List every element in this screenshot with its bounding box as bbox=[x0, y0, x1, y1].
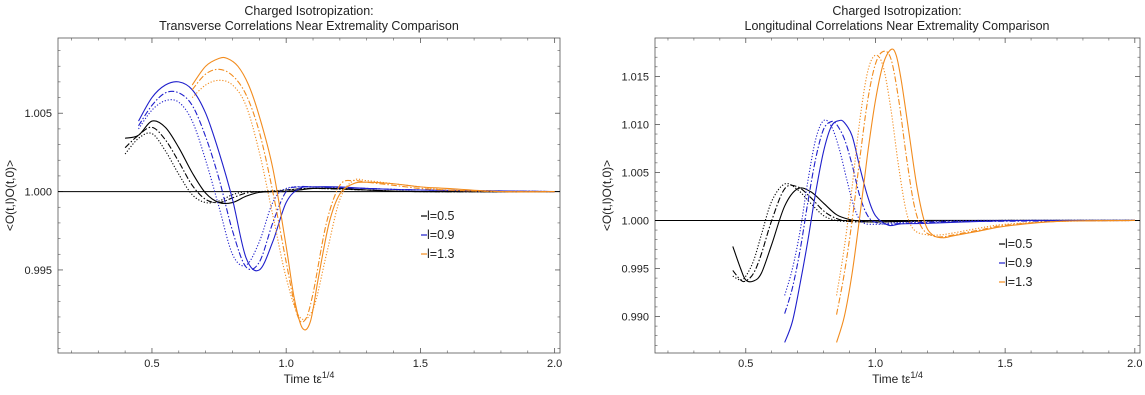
x-axis-label: Time tε1/4 bbox=[872, 370, 923, 386]
series-line-6 bbox=[138, 99, 555, 267]
chart-title: Charged Isotropization: bbox=[244, 4, 373, 18]
x-tick-label: 0.5 bbox=[144, 358, 159, 370]
series-line-7 bbox=[836, 48, 1135, 343]
y-tick-label: 1.000 bbox=[24, 187, 52, 199]
series-line-2 bbox=[124, 126, 555, 204]
y-tick-label: 1.005 bbox=[621, 167, 649, 179]
series-line-2 bbox=[732, 184, 1135, 283]
x-axis-label: Time tε1/4 bbox=[284, 370, 335, 386]
y-tick-label: 1.015 bbox=[621, 71, 649, 83]
legend-label: l=1.3 bbox=[427, 247, 455, 261]
series-line-7 bbox=[191, 56, 555, 331]
series-line-9 bbox=[191, 79, 555, 321]
plot-frame bbox=[654, 37, 1141, 354]
series-line-5 bbox=[784, 120, 1135, 314]
series-line-9 bbox=[836, 54, 1135, 296]
chart-subtitle: Transverse Correlations Near Extremality… bbox=[159, 19, 459, 33]
plot-frame bbox=[57, 37, 561, 354]
y-tick-label: 0.995 bbox=[621, 263, 649, 275]
chart-panel-2: Charged Isotropization:Longitudinal Corr… bbox=[600, 4, 1142, 386]
y-tick-label: 1.000 bbox=[621, 215, 649, 227]
y-axis-label: <O(t,l)O(t,0)> bbox=[600, 160, 614, 231]
chart-panel-1: Charged Isotropization:Transverse Correl… bbox=[3, 4, 562, 386]
x-axis-label-superscript: 1/4 bbox=[910, 370, 923, 380]
legend-label: l=0.9 bbox=[1005, 256, 1033, 270]
x-axis-label-superscript: 1/4 bbox=[322, 370, 335, 380]
series-line-8 bbox=[836, 50, 1135, 315]
y-tick-label: 0.995 bbox=[24, 265, 52, 277]
chart-title: Charged Isotropization: bbox=[832, 4, 961, 18]
y-tick-label: 1.005 bbox=[24, 108, 52, 120]
chart-subtitle: Longitudinal Correlations Near Extremali… bbox=[745, 19, 1050, 33]
y-tick-label: 0.990 bbox=[621, 312, 649, 324]
x-tick-label: 2.0 bbox=[1127, 358, 1142, 370]
series-line-6 bbox=[784, 119, 1135, 296]
legend-label: l=1.3 bbox=[1005, 275, 1033, 289]
x-tick-label: 2.0 bbox=[547, 358, 562, 370]
legend-label: l=0.9 bbox=[427, 228, 455, 242]
x-tick-label: 1.0 bbox=[868, 358, 883, 370]
x-tick-label: 1.5 bbox=[413, 358, 428, 370]
y-axis-label: <O(t,l)O(t,0)> bbox=[3, 160, 17, 231]
series-line-3 bbox=[732, 182, 1135, 281]
y-tick-label: 1.010 bbox=[621, 119, 649, 131]
x-tick-label: 0.5 bbox=[738, 358, 753, 370]
legend-label: l=0.5 bbox=[1005, 237, 1033, 251]
legend-label: l=0.5 bbox=[427, 209, 455, 223]
series-line-4 bbox=[138, 81, 555, 272]
series-line-8 bbox=[191, 68, 555, 323]
x-tick-label: 1.5 bbox=[997, 358, 1012, 370]
x-tick-label: 1.0 bbox=[279, 358, 294, 370]
series-line-4 bbox=[784, 119, 1135, 343]
